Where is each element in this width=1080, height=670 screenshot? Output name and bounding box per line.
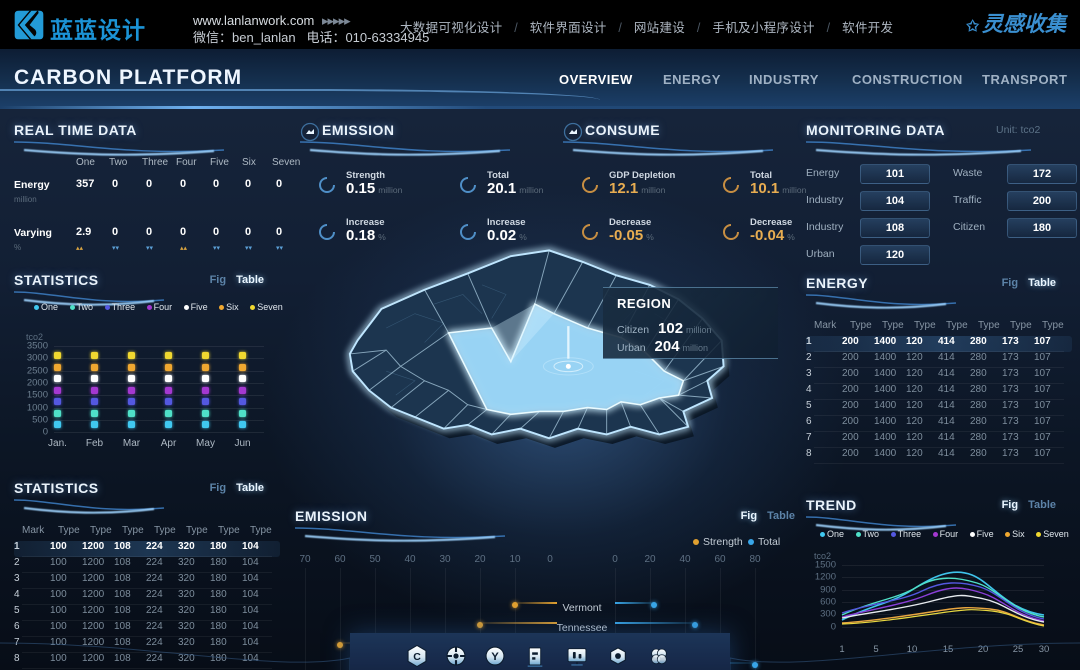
svg-text:Y: Y: [491, 651, 499, 663]
svg-text:C: C: [413, 651, 421, 663]
